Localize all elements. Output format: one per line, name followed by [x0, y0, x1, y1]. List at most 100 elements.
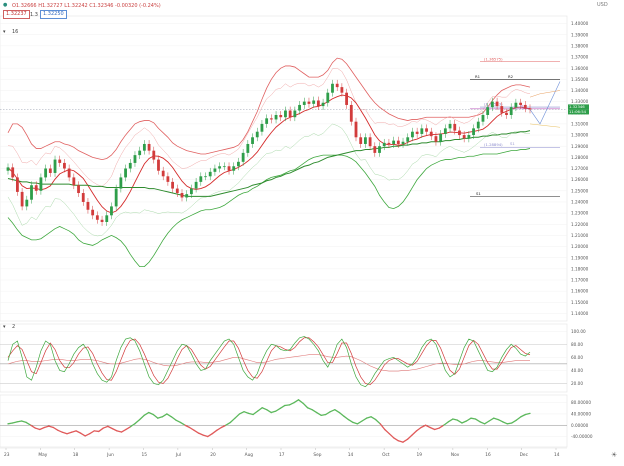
candle-body [189, 188, 193, 195]
candle-body [260, 123, 264, 132]
momentum-segment [216, 426, 222, 431]
candle-body [222, 166, 226, 168]
time-tick-label: 18 [73, 452, 79, 458]
candle-body [199, 176, 203, 182]
momentum-segment [175, 419, 182, 424]
momentum-segment [365, 416, 372, 419]
candle-body [453, 123, 457, 131]
projection-upper-path [529, 90, 561, 98]
candle-body [486, 107, 490, 115]
candle-body [147, 143, 151, 151]
time-tick-label: Sep [313, 452, 321, 458]
momentum-segment [316, 411, 322, 417]
sell-price-button[interactable]: 1.32237 [3, 10, 30, 19]
candle-body [232, 166, 236, 171]
time-axis: 23 May 18 Jun 15 Jul 20 Aug 17 Sep 14 Oct 19 Nov 16 Dec… [0, 447, 567, 458]
momentum-segment [120, 428, 127, 433]
sun-icon[interactable]: ☀ [611, 451, 618, 459]
momentum-tick-label: -40.00000 [571, 434, 593, 439]
oscillator-collapse-icon[interactable]: ▾ [3, 324, 6, 330]
momentum-segment [25, 421, 32, 426]
candle-body [53, 159, 57, 173]
candle-body [523, 104, 527, 109]
momentum-segment [184, 424, 191, 429]
candle-body [396, 140, 400, 144]
momentum-segment [488, 417, 495, 422]
price-tick-label: 1.17000 [571, 278, 589, 283]
momentum-segment [66, 431, 73, 435]
countdown-label: 11:06:54 [569, 109, 587, 114]
candle-body [490, 101, 494, 108]
momentum-segment [443, 421, 449, 426]
momentum-segment [161, 413, 168, 418]
candle-body [81, 193, 85, 202]
buy-price-button[interactable]: 1.32250 [40, 10, 67, 19]
momentum-segment [52, 426, 59, 431]
momentum-segment [497, 418, 504, 423]
candle-body [514, 102, 518, 108]
momentum-segment [84, 433, 91, 437]
candle-body [251, 137, 254, 144]
momentum-panel[interactable] [0, 394, 568, 448]
price-tick-label: 1.20000 [571, 244, 589, 249]
spread-value: 1.3 [30, 12, 38, 18]
time-tick-label: Oct [382, 452, 390, 458]
candle-body [77, 185, 80, 194]
candle-body [6, 167, 10, 171]
candle-body [406, 137, 410, 142]
momentum-segment [134, 418, 141, 425]
oscillator-label: 2 [12, 324, 16, 330]
time-tick-label: 14 [348, 452, 354, 458]
candle-body [138, 150, 142, 156]
candle-body [298, 104, 301, 111]
momentum-segment [347, 418, 354, 424]
momentum-segment [143, 411, 150, 417]
candle-body [124, 168, 127, 178]
momentum-segment [461, 420, 468, 424]
candle-body [67, 168, 71, 178]
momentum-segment [57, 429, 64, 433]
time-tick-label: 17 [279, 452, 285, 458]
candle-body [44, 168, 48, 178]
momentum-segment [261, 407, 268, 411]
candle-body [481, 114, 485, 122]
candle-body [128, 162, 132, 169]
candle-body [265, 118, 269, 124]
price-tick-label: 1.39000 [571, 32, 589, 37]
momentum-segment [293, 399, 300, 404]
candle-body [39, 177, 43, 191]
time-tick-label: Dec [520, 452, 529, 458]
upper-inner-band-line [7, 67, 531, 187]
candle-body [500, 106, 504, 113]
candle-body [204, 176, 207, 178]
momentum-segment [515, 416, 522, 421]
candle-body [331, 83, 334, 93]
momentum-segment [506, 422, 513, 425]
long-ma-line [7, 130, 531, 197]
price-tick-label: 1.37000 [571, 55, 589, 60]
price-tick-label: 1.30000 [571, 133, 589, 138]
price-tick-label: 1.16000 [571, 289, 589, 294]
oscillator-tick-label: 40.00 [571, 368, 583, 373]
price-tick-label: 1.28000 [571, 155, 589, 160]
candle-body [434, 136, 438, 142]
momentum-segment [266, 409, 272, 414]
candle-body [467, 135, 471, 139]
price-tick-label: 1.34000 [571, 88, 589, 93]
price-tick-label: 1.31000 [571, 122, 589, 127]
price-tick-label: 1.18000 [571, 266, 589, 271]
price-tick-label: 1.27000 [571, 166, 589, 171]
ohlc-readout: O1.32666 H1.32727 L1.32242 C1.32346 -0.0… [12, 3, 161, 9]
candle-body [152, 150, 156, 160]
time-tick-label: Nov [451, 452, 460, 458]
momentum-segment [275, 407, 281, 412]
momentum-segment [89, 430, 95, 435]
indicator-collapse-icon[interactable]: ▾ [3, 29, 6, 35]
candle-body [293, 110, 297, 118]
momentum-segment [197, 432, 204, 436]
projection-lower-path [529, 123, 561, 128]
momentum-segment [98, 427, 104, 433]
momentum-segment [70, 430, 77, 433]
